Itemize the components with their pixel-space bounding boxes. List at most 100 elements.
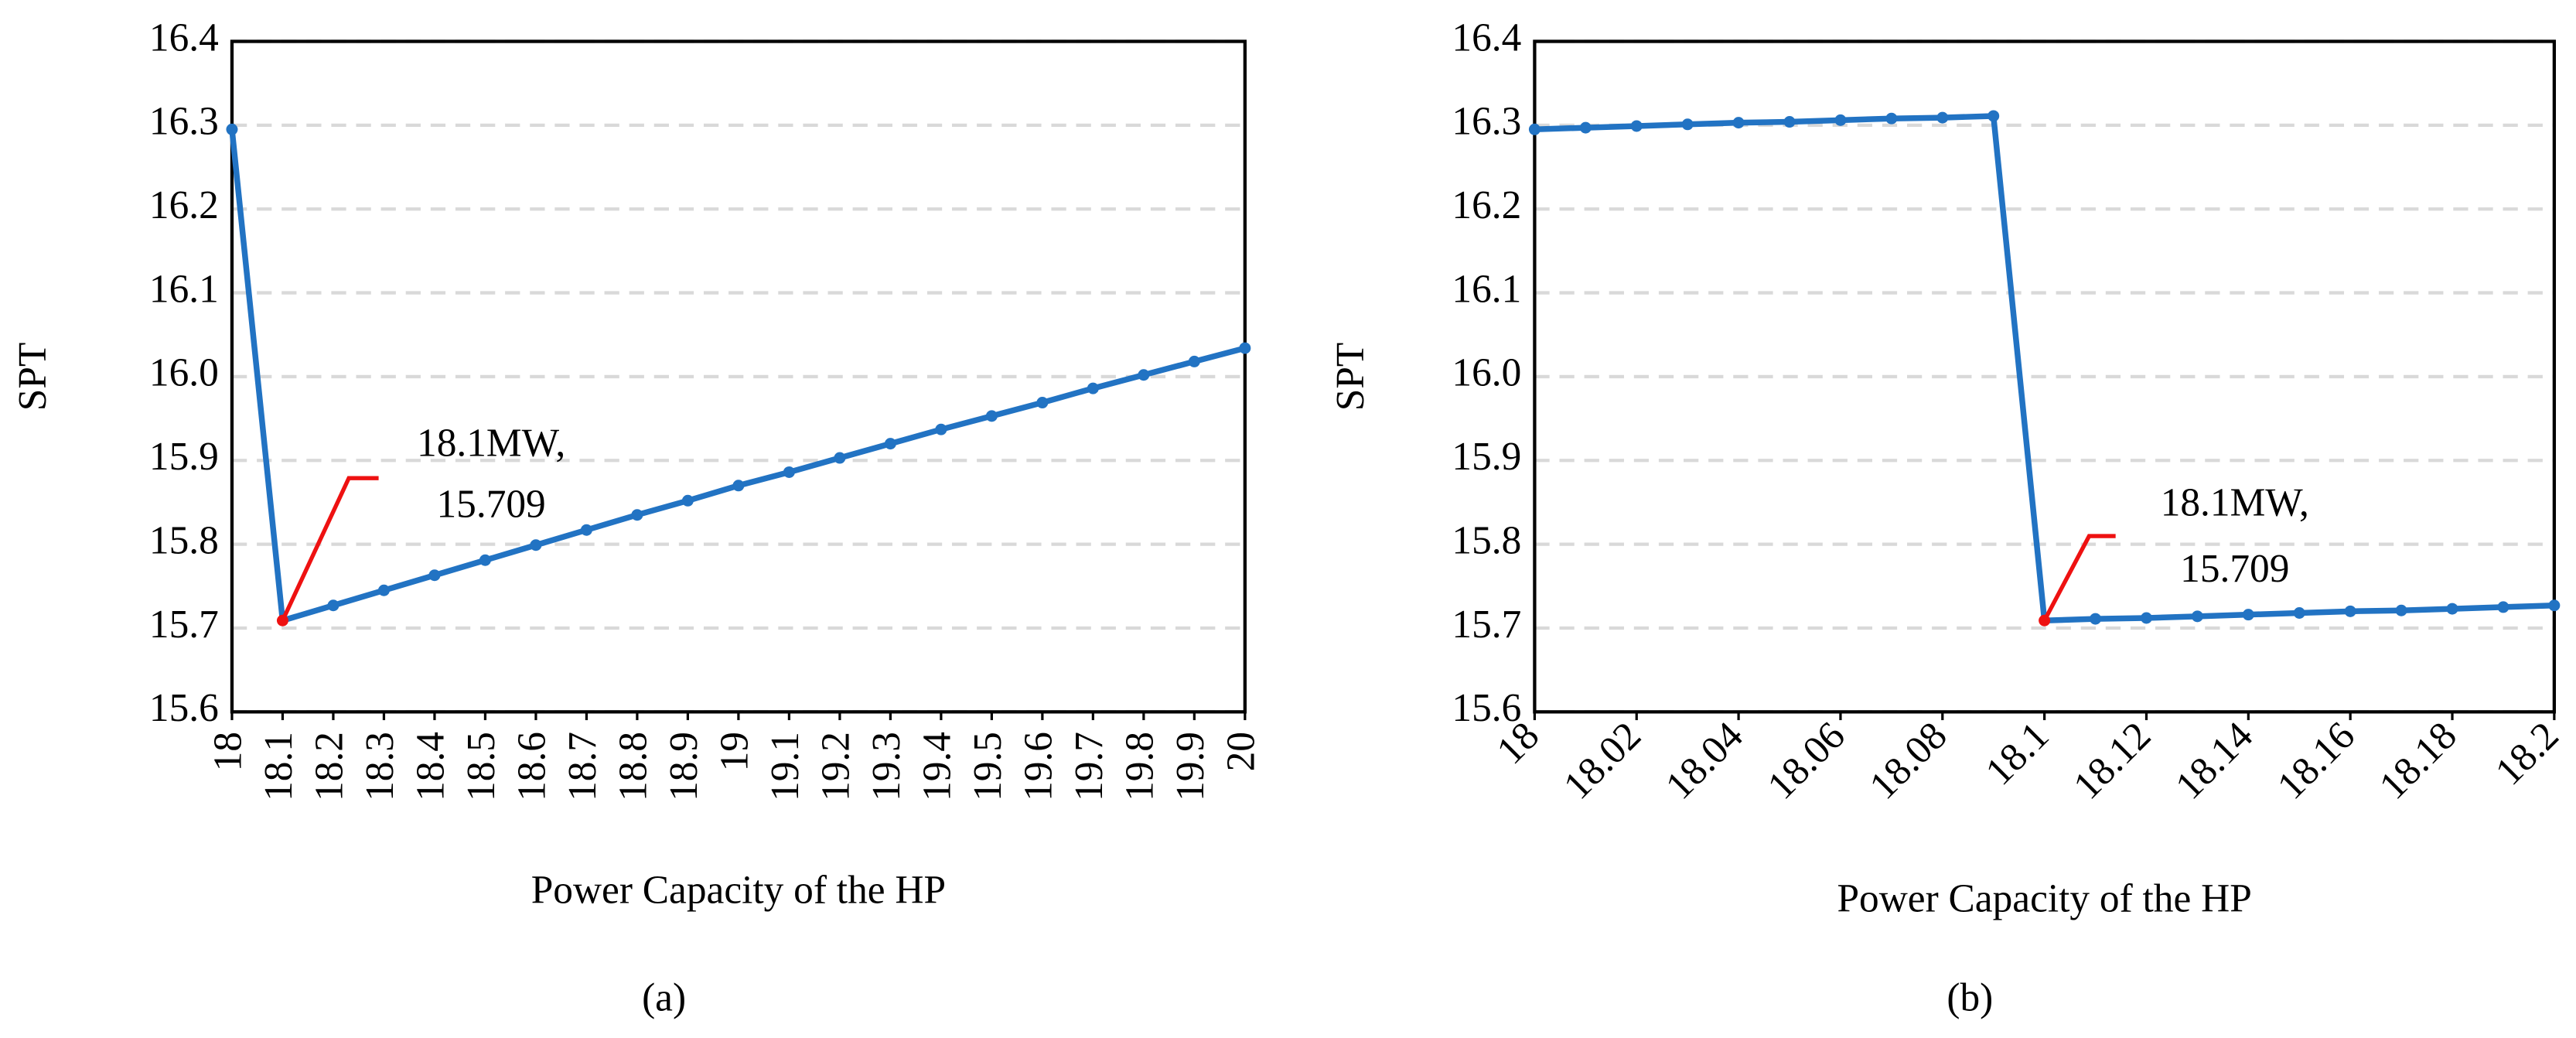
point (1579, 121, 1592, 134)
x-tick-label: 18.6 (510, 732, 554, 801)
point (428, 569, 441, 582)
point (681, 494, 694, 507)
point (1630, 120, 1643, 132)
caption: (b) (1947, 976, 1993, 1020)
x-tick-label: 18.08 (1861, 714, 1956, 808)
x-tick-label: 18.7 (561, 732, 605, 801)
x-tick-label: 20 (1220, 732, 1264, 771)
x-tick-label: 18.8 (612, 732, 656, 801)
point (327, 599, 339, 612)
x-tick-label: 18.1 (257, 732, 301, 801)
x-tick-label: 19.1 (763, 732, 807, 801)
y-tick-label: 16.3 (1452, 100, 1521, 144)
y-tick-label: 15.6 (149, 686, 219, 730)
x-tick-label: 19.6 (1017, 732, 1061, 801)
x-tick-label: 18.2 (308, 732, 352, 801)
y-tick-label: 16.0 (149, 351, 219, 395)
point (2293, 607, 2305, 619)
point (1936, 111, 1949, 124)
y-tick-label: 15.9 (149, 435, 219, 479)
x-tick-label: 19.5 (966, 732, 1010, 801)
point (2242, 609, 2254, 621)
x-tick-label: 19.8 (1118, 732, 1162, 801)
point (2140, 612, 2152, 624)
x-tick-label: 18.5 (459, 732, 503, 801)
plot-frame (1533, 39, 2557, 714)
point (1528, 123, 1540, 135)
point (884, 438, 896, 450)
y-axis-title: SPT (1329, 343, 1373, 411)
y-tick-label: 16.1 (149, 267, 219, 311)
x-tick-label: 18.14 (2167, 714, 2261, 808)
point (2497, 601, 2509, 613)
annotation-leader (2042, 534, 2116, 622)
y-tick-label: 15.9 (1452, 435, 1521, 479)
x-tick-label: 19.7 (1067, 732, 1111, 801)
y-tick-label: 16.4 (149, 15, 219, 60)
y-tick-label: 15.8 (1452, 518, 1521, 562)
y-tick-label: 15.6 (1452, 686, 1521, 730)
x-tick-label: 18.4 (409, 732, 453, 801)
point (1732, 117, 1745, 129)
x-tick-label: 18.3 (358, 732, 402, 801)
point (1036, 397, 1049, 409)
x-tick-label: 18.12 (2065, 714, 2159, 808)
point (2344, 605, 2356, 617)
point (226, 123, 238, 135)
y-tick-label: 16.3 (149, 100, 219, 144)
point (2548, 599, 2561, 612)
point (1138, 369, 1150, 381)
point (1987, 110, 2000, 122)
x-axis-title: Power Capacity of the HP (531, 869, 946, 913)
annotation-text: 15.709 (2180, 547, 2289, 591)
point (985, 410, 998, 422)
point (479, 554, 491, 566)
y-tick-label: 16.2 (149, 183, 219, 227)
annotation-text: 18.1MW, (2161, 480, 2309, 524)
point (580, 524, 592, 536)
point (783, 466, 795, 478)
x-axis-title: Power Capacity of the HP (1837, 876, 2251, 920)
point (2191, 610, 2203, 623)
x-tick-label: 18.04 (1657, 714, 1752, 808)
point (1087, 382, 1099, 394)
point (1239, 342, 1251, 354)
point (1681, 118, 1694, 131)
annotation-text: 15.709 (437, 482, 546, 526)
series-line (229, 128, 1246, 625)
point (1885, 112, 1898, 125)
point (2395, 604, 2407, 616)
y-tick-label: 15.8 (149, 518, 219, 562)
point (1834, 114, 1847, 126)
annotation-leader (281, 476, 379, 622)
caption: (a) (642, 976, 686, 1020)
point (834, 452, 846, 464)
point (2090, 613, 2102, 625)
x-tick-label: 18.18 (2371, 714, 2465, 808)
point (377, 584, 390, 596)
x-tick-label: 19.9 (1169, 732, 1213, 801)
y-tick-label: 15.7 (1452, 603, 1521, 647)
x-tick-label: 19.4 (916, 732, 960, 801)
y-axis-title: SPT (11, 343, 55, 411)
point (1783, 116, 1796, 128)
y-tick-label: 16.2 (1452, 183, 1521, 227)
x-tick-label: 18.06 (1759, 714, 1854, 808)
y-tick-label: 16.4 (1452, 15, 1521, 60)
y-tick-label: 16.1 (1452, 267, 1521, 311)
annotation-text: 18.1MW, (417, 421, 565, 465)
y-tick-label: 16.0 (1452, 351, 1521, 395)
x-tick-label: 18.02 (1555, 714, 1650, 808)
point (631, 509, 643, 521)
x-tick-label: 18.1 (1977, 714, 2058, 794)
x-tick-label: 18.2 (2487, 714, 2567, 794)
point (530, 539, 542, 551)
y-tick-label: 15.7 (149, 603, 219, 647)
point (2446, 603, 2458, 615)
x-tick-label: 18.16 (2269, 714, 2363, 808)
x-tick-label: 18 (206, 732, 251, 771)
plot-frame (230, 39, 1247, 714)
point (1188, 355, 1200, 367)
x-tick-label: 18.9 (662, 732, 706, 801)
